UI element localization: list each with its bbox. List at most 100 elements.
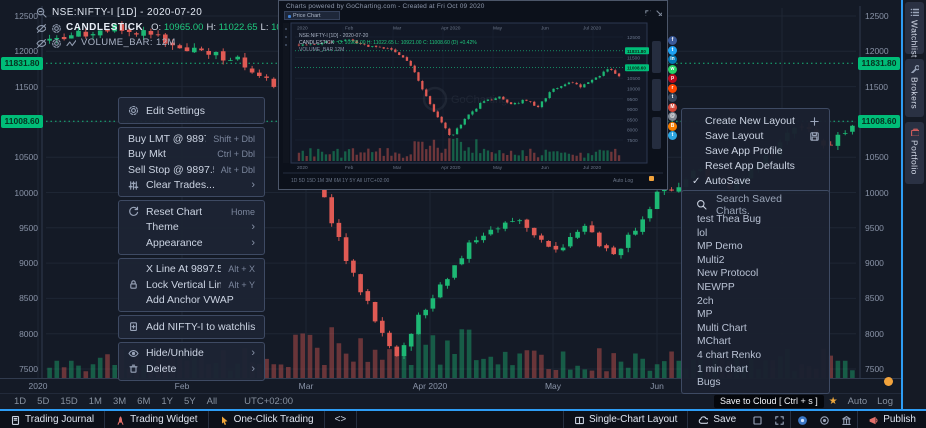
saved-chart-item[interactable]: MP Demo <box>697 241 743 253</box>
volume-settings-gear-icon[interactable] <box>51 38 61 48</box>
facebook-share-icon[interactable]: f <box>668 36 677 45</box>
menu-item-reset-chart[interactable]: Reset Chart Home <box>119 204 264 220</box>
timeframe-5d[interactable]: 5D <box>37 396 50 407</box>
mini-price-label: 9000 <box>627 107 638 113</box>
menu-item-add-anchor-vwap[interactable]: Add Anchor VWAP <box>146 294 234 307</box>
saved-chart-item[interactable]: test Thea Bug <box>697 214 761 225</box>
cloud-icon <box>698 415 709 425</box>
menu-item-reset-app-defaults[interactable]: Reset App Defaults <box>705 160 795 173</box>
log-scale-toggle[interactable]: Log <box>877 396 893 407</box>
exchange-button[interactable] <box>835 411 857 428</box>
support-button[interactable] <box>790 411 813 428</box>
submenu-arrow-icon: › <box>251 347 255 360</box>
notification-dot[interactable] <box>884 377 893 386</box>
gmail-share-icon[interactable]: M <box>668 102 677 112</box>
ohlc-value: 11022.65 <box>215 22 258 33</box>
trading-journal-button[interactable]: Trading Journal <box>0 411 106 428</box>
menu-item-appearance[interactable]: Appearance › <box>146 236 255 249</box>
menu-item-edit-settings[interactable]: Edit Settings <box>119 101 264 120</box>
saved-chart-item[interactable]: lol <box>697 227 708 239</box>
menu-item-buy-lmt[interactable]: Buy LMT @ 9897.59 Shift + Dbl <box>128 132 255 145</box>
chart-share-preview: Charts powered by GoCharting.com - Creat… <box>278 0 668 190</box>
reddit-share-icon[interactable]: r <box>668 83 677 93</box>
one-click-trading-button[interactable]: One-Click Trading <box>209 411 325 428</box>
saved-chart-item[interactable]: New Protocol <box>697 268 759 280</box>
saved-chart-item[interactable]: NEWPP <box>697 281 735 293</box>
ohlc-label: L: <box>260 22 269 33</box>
zoom-out-icon[interactable] <box>36 7 47 18</box>
hide-volume-icon[interactable] <box>36 38 46 48</box>
timeframe-5y[interactable]: 5Y <box>183 396 196 407</box>
telegram-share-icon[interactable]: t <box>668 131 677 140</box>
square-icon <box>752 415 762 425</box>
menu-item-clear-trades[interactable]: Clear Trades... › <box>119 178 264 194</box>
support-icon <box>797 415 808 425</box>
side-tab-label: Watchlist <box>909 20 920 58</box>
popup-chart-tab[interactable]: Price Chart <box>284 11 340 20</box>
saved-chart-item[interactable]: MChart <box>697 336 731 348</box>
menu-item-lock-vertical-line[interactable]: Lock Vertical Line Alt + Y <box>119 277 264 293</box>
menu-item-save-layout[interactable]: Save Layout <box>682 128 829 143</box>
saved-chart-item[interactable]: 1 min chart <box>697 363 748 375</box>
timeframe-3m[interactable]: 3M <box>112 396 127 407</box>
fullscreen-button[interactable] <box>768 411 790 428</box>
timeframe-1y[interactable]: 1Y <box>161 396 173 407</box>
timeframe-1d[interactable]: 1D <box>14 396 27 407</box>
mini-time-label: May <box>493 26 503 32</box>
price-tick-label: 7500 <box>19 364 38 374</box>
series-settings-gear-icon[interactable] <box>51 23 61 33</box>
trading-widget-button[interactable]: Trading Widget <box>105 411 209 428</box>
saved-chart-item[interactable]: Multi2 <box>697 254 725 266</box>
whatsapp-share-icon[interactable]: w <box>668 64 677 74</box>
menu-item-delete[interactable]: Delete › <box>119 361 264 377</box>
menu-item-sell-stop[interactable]: Sell Stop @ 9897.59 Alt + Dbl <box>128 163 255 176</box>
timeframe-15d[interactable]: 15D <box>60 396 78 407</box>
saved-chart-item[interactable]: Multi Chart <box>697 322 747 334</box>
saved-chart-item[interactable]: MP <box>697 309 713 321</box>
code-button[interactable]: <> <box>325 411 358 428</box>
publish-button[interactable]: Publish <box>857 411 926 428</box>
blogger-share-icon[interactable]: B <box>668 121 677 131</box>
menu-item-x-line[interactable]: X Line At 9897.59 Alt + X <box>146 263 255 276</box>
price-tick-label: 9000 <box>19 258 38 269</box>
menu-item-buy-mkt[interactable]: Buy Mkt Ctrl + Dbl <box>128 148 255 161</box>
timeframe-6m[interactable]: 6M <box>137 396 151 407</box>
target-button[interactable] <box>813 411 835 428</box>
mini-time-label: May <box>493 165 503 171</box>
time-tick-label: Feb <box>174 381 190 391</box>
single-chart-layout-button[interactable]: Single-Chart Layout <box>563 411 687 428</box>
side-tab-brokers[interactable]: Brokers <box>905 59 924 117</box>
saved-chart-item[interactable]: 2ch <box>697 295 714 307</box>
menu-item-save-app-profile[interactable]: Save App Profile <box>705 144 783 157</box>
volume-wave-icon[interactable] <box>66 38 76 48</box>
side-tab-portfolio[interactable]: Portfolio <box>905 122 924 184</box>
check-icon: ✓ <box>692 175 701 187</box>
email-share-icon[interactable]: @ <box>668 112 677 121</box>
menu-item-autosave[interactable]: ✓ AutoSave <box>692 175 751 188</box>
linkedin-share-icon[interactable]: in <box>668 55 677 64</box>
side-tab-watchlist[interactable]: Watchlist <box>905 2 924 58</box>
mini-legend-text: VOLUME_BAR 12M <box>299 47 344 53</box>
save-button[interactable]: Save <box>687 411 746 428</box>
menu-item-hide-unhide[interactable]: Hide/Unhide › <box>119 346 264 362</box>
auto-scale-toggle[interactable]: Auto <box>847 396 868 407</box>
popup-fullscreen-icon[interactable] <box>644 3 654 19</box>
menu-item-theme[interactable]: Theme › <box>146 221 255 234</box>
saved-charts-search[interactable]: Search Saved Charts. <box>682 193 829 217</box>
saved-chart-item[interactable]: Bugs <box>697 377 721 389</box>
tumblr-share-icon[interactable]: t <box>668 93 677 102</box>
menu-item-add-to-watchlist[interactable]: Add NIFTY-I to watchlist <box>119 319 264 335</box>
hide-series-icon[interactable] <box>36 23 46 33</box>
twitter-share-icon[interactable]: t <box>668 45 677 55</box>
pinterest-share-icon[interactable]: p <box>668 74 677 83</box>
timezone-label[interactable]: UTC+02:00 <box>244 396 294 407</box>
menu-item-create-new-layout[interactable]: Create New Layout <box>682 113 829 128</box>
timeframe-all[interactable]: All <box>206 396 218 407</box>
popup-close-icon[interactable] <box>655 3 665 19</box>
timeframe-1m[interactable]: 1M <box>88 396 102 407</box>
multi-window-button[interactable] <box>746 411 768 428</box>
mini-time-label: Jun <box>541 26 549 32</box>
context-menu-section: Reset Chart Home Theme › Appearance › <box>118 200 265 255</box>
favorite-star-icon[interactable]: ★ <box>828 395 838 407</box>
saved-chart-item[interactable]: 4 chart Renko <box>697 349 762 361</box>
